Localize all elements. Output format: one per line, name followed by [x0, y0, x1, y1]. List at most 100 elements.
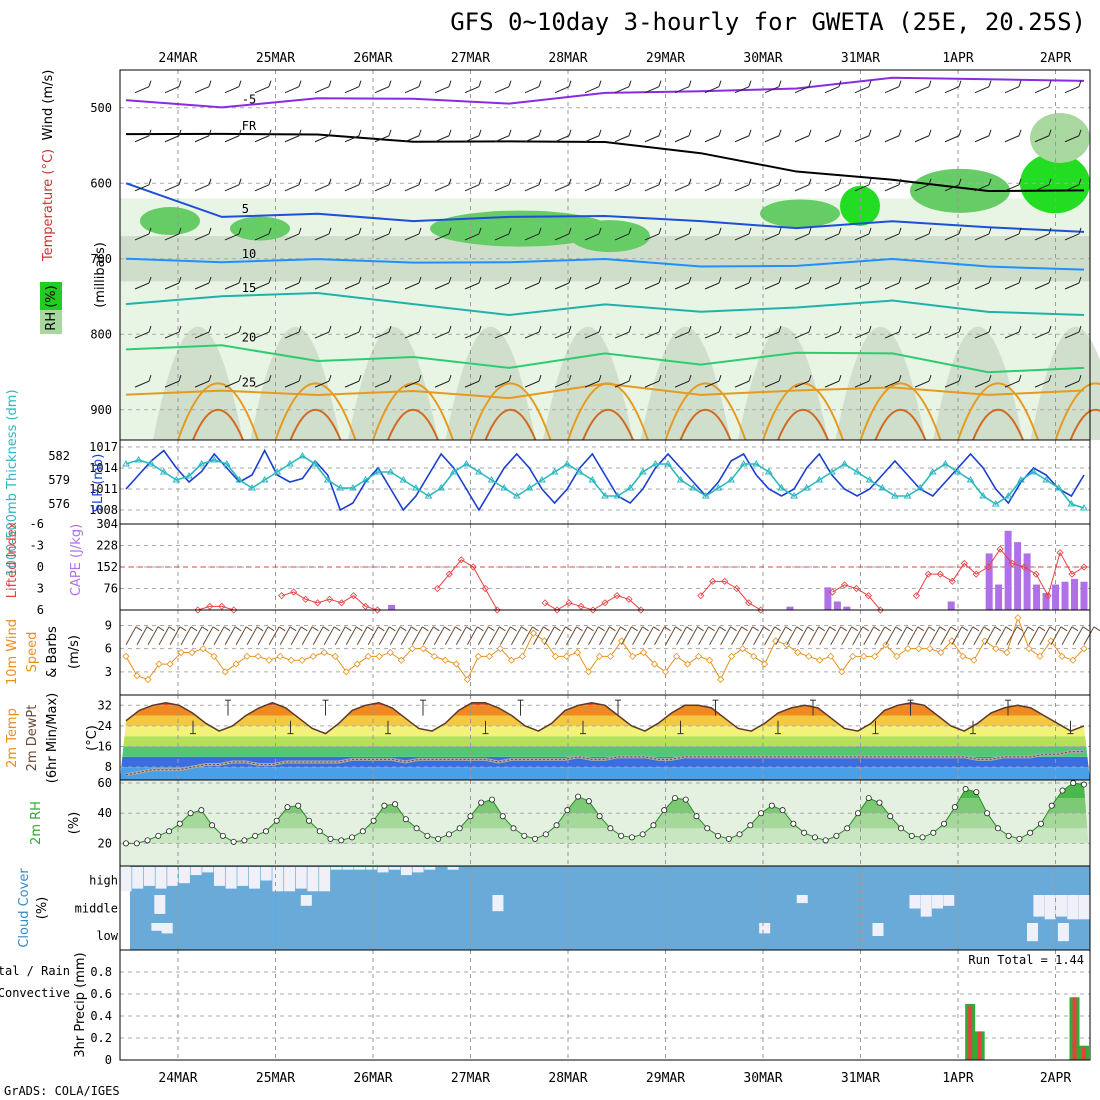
surface-wind-barb — [588, 626, 599, 646]
cape-bar — [824, 587, 832, 610]
lifted-index-point — [565, 599, 573, 607]
wind-barb — [884, 184, 900, 192]
isotherm-arc — [664, 382, 747, 441]
surface-wind-barb-flag — [598, 626, 605, 632]
wind-barb-flag — [508, 178, 512, 185]
surface-wind-barb — [863, 626, 875, 646]
wind-barb-flag — [778, 374, 782, 382]
wind-barb — [884, 86, 900, 94]
wind-barb-flag — [808, 80, 812, 87]
wind-speed-point — [673, 652, 681, 660]
surface-wind-barb — [290, 626, 302, 646]
wind-barb-flag — [358, 227, 362, 235]
wind-barb — [1064, 233, 1080, 241]
isotherm-arc — [1054, 382, 1100, 441]
surface-wind-barb — [422, 626, 434, 646]
wind-barb-flag — [268, 129, 272, 136]
surface-wind-barb-flag — [917, 626, 925, 632]
wind-speed-point — [1003, 648, 1011, 657]
wind-barb-flag — [568, 374, 572, 382]
lifted-index-point — [493, 606, 501, 614]
lifted-index-line — [544, 595, 642, 611]
wind-barb — [194, 331, 210, 339]
wind-barb — [794, 184, 810, 192]
rh-green-patch — [760, 199, 840, 228]
surface-wind-barb-flag — [851, 626, 859, 632]
wind-barb — [884, 135, 900, 143]
surface-wind-barb-flag — [1071, 626, 1079, 632]
wind-barb — [314, 233, 330, 241]
wind-barb — [974, 233, 990, 241]
rh-point — [715, 832, 722, 839]
surface-wind-barb-flag — [311, 626, 319, 632]
wind-barb — [644, 331, 660, 339]
cloud-cover-bar — [759, 923, 771, 934]
wind-barb-flag — [538, 129, 542, 136]
isotherm-label: 15 — [242, 281, 256, 295]
wind-speed-point — [364, 652, 372, 660]
isotherm-arc — [957, 382, 1039, 441]
rh-point — [1027, 829, 1034, 836]
lifted-index-point — [433, 584, 441, 593]
surface-wind-barb-flag — [939, 626, 947, 632]
wind-barb-flag — [358, 178, 362, 185]
wind-speed-point — [298, 656, 306, 664]
wind-barb-flag — [988, 227, 992, 235]
wind-barb — [434, 135, 450, 143]
rh-point — [1070, 780, 1077, 787]
wind-barb-flag — [598, 374, 602, 382]
cape-tick-label: 304 — [96, 517, 118, 531]
surface-wind-barb — [367, 626, 379, 646]
surface-wind-barb — [610, 626, 621, 646]
surface-wind-barb — [400, 626, 412, 646]
wind-barb — [944, 331, 960, 339]
wind-barb — [704, 86, 720, 94]
wind-barb-flag — [688, 227, 692, 235]
rh-point — [650, 822, 657, 829]
wind-barb — [524, 86, 540, 94]
surface-wind-barb — [411, 626, 423, 646]
wind-barb — [1004, 380, 1020, 388]
wind-barb-flag — [778, 227, 782, 235]
surface-wind-barb-flag — [895, 626, 903, 632]
wind-barb — [584, 86, 600, 94]
wind-barb-flag — [1078, 374, 1082, 382]
wind-barb — [704, 135, 720, 143]
surface-wind-barb — [521, 626, 533, 646]
wind-barb-flag — [778, 129, 782, 136]
wind-barb — [224, 233, 240, 241]
wind-barb — [1064, 282, 1080, 290]
surface-wind-barb — [984, 626, 996, 646]
rh-point — [316, 828, 323, 835]
wind-barb-flag — [538, 80, 542, 87]
wind-ylabel-1: 10m Wind — [5, 619, 20, 685]
surface-wind-barb-flag — [422, 626, 429, 632]
wind-barb — [374, 282, 390, 290]
lifted-index-point — [697, 592, 705, 600]
surface-wind-barb — [510, 626, 522, 646]
wind-barb — [254, 233, 270, 241]
thickness-point — [134, 456, 143, 463]
wind-barb-flag — [508, 227, 512, 235]
rh-point — [381, 802, 388, 809]
wind-barb — [164, 86, 180, 94]
thickness-point — [916, 484, 925, 491]
wind-barb-flag — [1048, 276, 1052, 284]
rh-point — [908, 832, 915, 839]
cloud-cover-bar — [1044, 895, 1056, 920]
wind-barb — [1064, 184, 1080, 192]
wind-barb-flag — [148, 178, 152, 185]
lifted-index-point — [876, 606, 884, 614]
thickness-point — [172, 476, 181, 483]
wind-tick-label: 6 — [105, 642, 112, 656]
wind-barb-flag — [418, 129, 422, 136]
cloud-cover-bar — [447, 867, 459, 870]
surface-wind-barb — [477, 626, 489, 646]
wind-barb-flag — [1018, 276, 1022, 284]
wind-barb-flag — [328, 374, 332, 382]
wind-speed-point — [871, 652, 879, 660]
cape-bar — [1061, 581, 1069, 610]
wind-barb-flag — [1078, 227, 1082, 235]
wind-barb — [314, 135, 330, 143]
lifted-index-point — [1080, 563, 1088, 571]
